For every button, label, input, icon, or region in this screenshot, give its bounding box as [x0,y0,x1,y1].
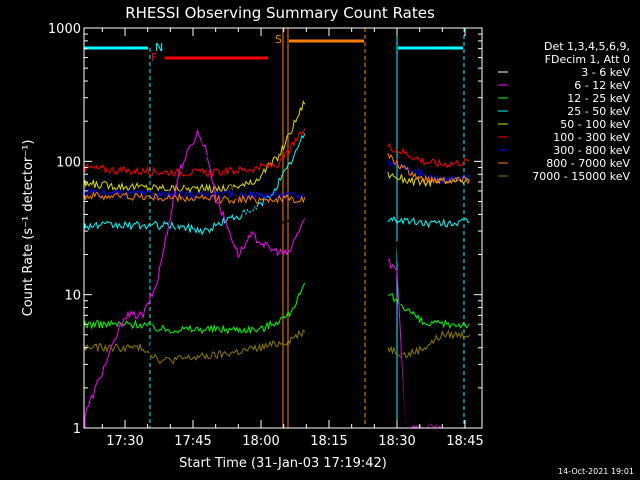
legend-header-line-2: FDecim 1, Att 0 [545,53,630,66]
annotation-label-n: N [155,41,163,54]
annotation-label-f: F [151,51,157,64]
y-tick-label: 100 [56,155,81,170]
plot-frame [83,27,483,429]
annotation-label-s: S [275,33,282,46]
series-layer [84,99,470,429]
tick-layer: 17:30 17:45 18:00 18:15 18:30 18:45 1 10 100 1000 [48,22,484,449]
legend-entry: 6 - 12 keV [574,79,630,92]
series-line [387,215,470,229]
series-line [84,191,306,205]
x-tick-label: 18:15 [310,434,347,449]
legend-entry: 100 - 300 keV [553,131,630,144]
series-line [84,130,306,428]
legend-header-line-1: Det 1,3,4,5,6,9, [544,40,630,53]
series-line [387,142,470,169]
y-tick-label: 10 [64,289,81,304]
x-tick-label: 17:30 [106,434,143,449]
legend-entry: 25 - 50 keV [567,105,630,118]
legend-entry: 300 - 800 keV [553,144,630,157]
series-line [84,329,306,365]
x-tick-label: 17:45 [174,434,211,449]
x-tick-label: 18:45 [446,434,483,449]
series-line [387,293,470,329]
legend: Det 1,3,4,5,6,9, FDecim 1, Att 0 3 - 6 k… [498,40,630,183]
legend-entry: 3 - 6 keV [581,66,630,79]
legend-entry: 50 - 100 keV [560,118,630,131]
legend-entry: 800 - 7000 keV [546,157,630,170]
timestamp: 14-Oct-2021 19:01 [558,467,634,476]
series-line [84,188,306,201]
legend-entry: 12 - 25 keV [567,92,630,105]
legend-entry: 7000 - 15000 keV [532,170,630,183]
x-axis-label: Start Time (31-Jan-03 17:19:42) [179,456,387,471]
series-line [102,136,306,429]
series-line [84,128,306,179]
annotation-layer [84,28,465,428]
series-line [387,153,470,186]
y-axis-label: Count Rate (s⁻¹ detector⁻¹) [21,140,36,317]
x-tick-label: 18:30 [378,434,415,449]
chart-title: RHESSI Observing Summary Count Rates [125,4,435,22]
series-line [84,133,306,236]
series-line [84,282,306,335]
y-tick-label: 1000 [48,22,81,37]
y-tick-label: 1 [73,422,81,437]
x-tick-label: 18:00 [242,434,279,449]
